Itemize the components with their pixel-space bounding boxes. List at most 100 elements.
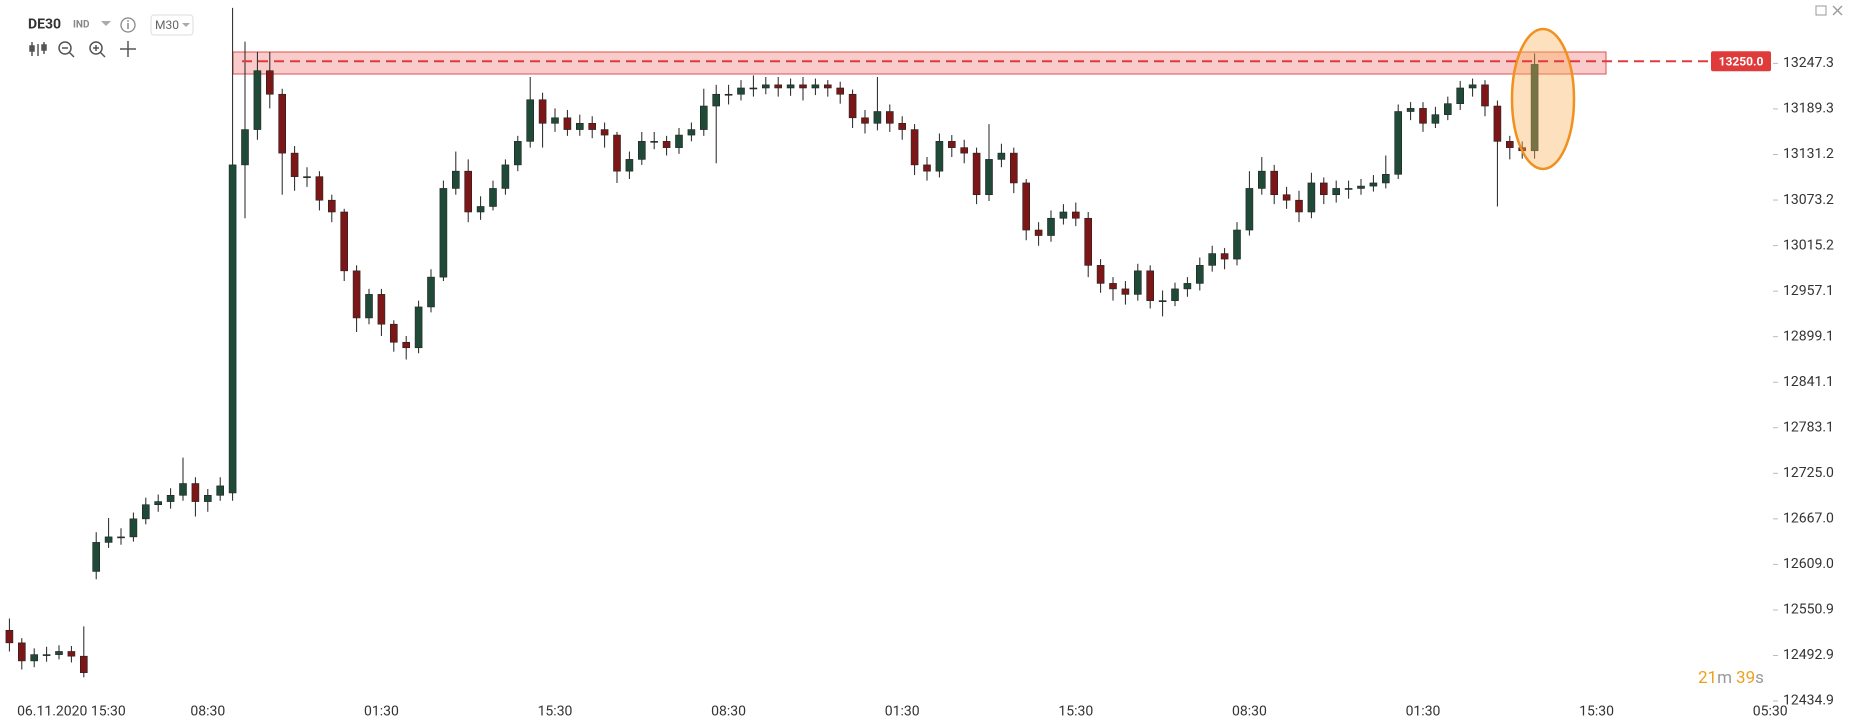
candle-body [92, 542, 100, 572]
candle-body [923, 164, 931, 172]
zoom-in-icon[interactable] [89, 41, 106, 58]
y-tick-label: 12667.0 [1783, 511, 1834, 527]
chart-type-icon[interactable] [29, 42, 47, 56]
candle-body [55, 651, 63, 655]
candle-body [960, 147, 969, 154]
candle-body [489, 188, 497, 207]
x-tick-label: 01:30 [1406, 704, 1441, 720]
candle-body [1332, 188, 1340, 196]
candle-body [1183, 283, 1192, 290]
candle-body [1456, 87, 1464, 104]
candle-body [1096, 265, 1105, 284]
candle-body [1357, 185, 1365, 189]
candle-body [1344, 188, 1353, 190]
candle-body [898, 122, 907, 130]
candle-body [1307, 182, 1316, 213]
candle-body [625, 159, 634, 172]
candle-body [551, 117, 559, 124]
y-tick-label: 12492.9 [1783, 647, 1834, 663]
timer-minutes: 21 [1698, 668, 1717, 688]
candle-body [712, 93, 721, 107]
candle-body [414, 306, 423, 349]
candle-body [513, 141, 522, 166]
candle-body [1295, 199, 1303, 213]
candle-body [191, 483, 200, 502]
y-tick-label: 12899.1 [1783, 328, 1834, 344]
candle-body [985, 159, 993, 196]
candle-body [451, 170, 460, 189]
candle-body [910, 129, 919, 166]
candle-body [749, 87, 758, 90]
candle-body [1059, 211, 1068, 219]
dropdown-icon[interactable] [101, 21, 111, 26]
pan-icon[interactable] [120, 41, 136, 57]
candle-body [1220, 253, 1229, 260]
candle-body [650, 141, 659, 143]
x-tick-label: 01:30 [364, 704, 399, 720]
candle-body [1233, 229, 1241, 260]
plot-area [5, 7, 1539, 678]
candle-body [799, 84, 807, 89]
x-tick-label: 01:30 [885, 704, 920, 720]
info-icon[interactable] [120, 17, 136, 33]
candle-body [17, 642, 26, 662]
candle-body [166, 494, 175, 502]
candle-body [303, 176, 311, 178]
candle-body [761, 84, 770, 89]
interval-box[interactable] [150, 14, 194, 36]
candle-body [1468, 84, 1477, 89]
candle-body [1121, 288, 1130, 295]
candle-body [439, 188, 448, 278]
candle-body [1072, 211, 1080, 219]
dropdown-icon [182, 23, 190, 27]
y-tick-label: 12783.1 [1783, 419, 1834, 435]
price-label-box [1711, 51, 1771, 72]
candle-body [129, 518, 138, 538]
y-tick-label: 13189.3 [1783, 101, 1834, 117]
candle-body [774, 84, 783, 89]
candle-body [204, 494, 212, 502]
zoom-out-icon[interactable] [58, 41, 75, 58]
instrument-type: IND [73, 20, 90, 31]
candle-body [265, 70, 274, 95]
candle-body [1134, 270, 1142, 295]
price-label: 13250.0 [1719, 54, 1764, 68]
interval: M30 [155, 18, 179, 32]
candle-body [1146, 270, 1154, 301]
candle-body [377, 294, 386, 325]
candle-body [1208, 253, 1216, 266]
candle-body [848, 93, 857, 119]
candle-body [538, 99, 547, 124]
candle-body [1158, 300, 1167, 302]
timer-seconds: 39 [1736, 668, 1755, 688]
candle-body [1506, 141, 1514, 148]
candle-body [216, 485, 224, 496]
candle-body [836, 87, 845, 95]
candle-body [352, 270, 361, 319]
candle-body [327, 199, 336, 213]
candle-body [1171, 288, 1179, 301]
candle-body [662, 141, 671, 148]
candle-body [1270, 170, 1278, 196]
candle-body [5, 629, 14, 644]
candle-body [637, 141, 646, 160]
x-tick-label: 08:30 [190, 704, 225, 720]
candle-body [687, 129, 696, 136]
candle-body [724, 93, 733, 96]
minimize-icon[interactable] [1815, 5, 1827, 16]
candle-body [104, 536, 113, 543]
candle-body [427, 276, 435, 308]
candle-body [476, 206, 485, 213]
candle-body [389, 323, 398, 343]
y-tick-label: 13015.2 [1783, 237, 1834, 253]
candle-body [588, 122, 597, 130]
y-tick-label: 12725.0 [1783, 465, 1834, 481]
candle-body [1406, 108, 1415, 112]
candle-body [1530, 64, 1539, 152]
candle-body [241, 129, 249, 166]
candle-body [563, 117, 572, 130]
close-icon[interactable] [1832, 5, 1843, 16]
candle-body [997, 152, 1006, 160]
